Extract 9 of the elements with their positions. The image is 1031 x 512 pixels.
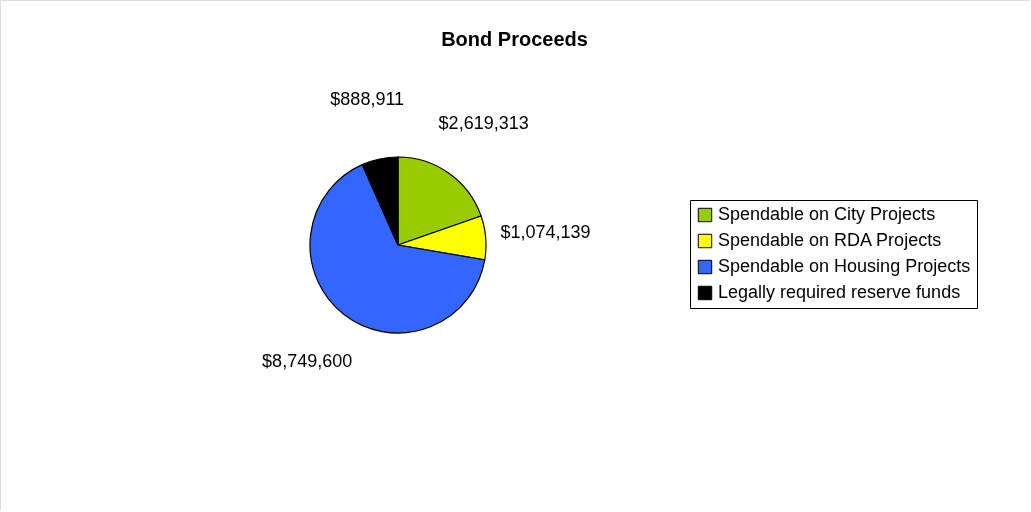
legend-label: Spendable on RDA Projects — [718, 230, 942, 250]
data-label: $888,911 — [330, 89, 405, 110]
chart-title: Bond Proceeds — [441, 28, 588, 50]
legend-label: Spendable on Housing Projects — [718, 256, 971, 276]
legend-label: Legally required reserve funds — [718, 282, 961, 302]
data-label: $8,749,600 — [262, 350, 353, 371]
data-label: $2,619,313 — [438, 113, 529, 134]
legend-label: Spendable on City Projects — [718, 204, 936, 224]
data-label: $1,074,139 — [500, 221, 591, 242]
